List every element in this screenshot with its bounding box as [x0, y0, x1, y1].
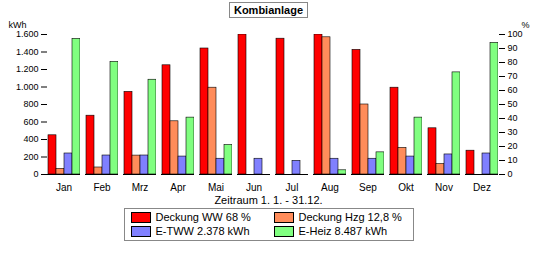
svg-text:Mrz: Mrz: [132, 182, 149, 193]
svg-text:%: %: [521, 20, 529, 30]
svg-text:60: 60: [508, 85, 518, 95]
svg-text:Okt: Okt: [398, 182, 414, 193]
svg-text:40: 40: [508, 113, 518, 123]
svg-text:0: 0: [33, 169, 38, 179]
svg-text:Mai: Mai: [208, 182, 224, 193]
svg-text:20: 20: [508, 141, 518, 151]
html-text:Zeitraum 1. 1. - 31.12.: Zeitraum 1. 1. - 31.12.: [214, 194, 323, 206]
svg-text:90: 90: [508, 43, 518, 53]
svg-text:1.000: 1.000: [16, 82, 39, 92]
html-text:E-Heiz 8.487 kWh: E-Heiz 8.487 kWh: [298, 225, 388, 237]
svg-text:Jun: Jun: [246, 182, 262, 193]
svg-text:Nov: Nov: [435, 182, 453, 193]
svg-text:Dez: Dez: [473, 182, 491, 193]
svg-text:kWh: kWh: [9, 20, 27, 30]
svg-text:1.200: 1.200: [16, 64, 39, 74]
svg-text:50: 50: [508, 99, 518, 109]
svg-text:200: 200: [23, 152, 38, 162]
svg-text:400: 400: [23, 134, 38, 144]
svg-text:0: 0: [508, 169, 513, 179]
svg-text:Aug: Aug: [321, 182, 339, 193]
html-text:E-TWW 2.378 kWh: E-TWW 2.378 kWh: [155, 225, 250, 237]
svg-text:70: 70: [508, 71, 518, 81]
svg-text:Jan: Jan: [56, 182, 72, 193]
svg-text:1.400: 1.400: [16, 47, 39, 57]
html-text:Kombianlage: Kombianlage: [234, 4, 303, 16]
svg-text:600: 600: [23, 117, 38, 127]
svg-text:Feb: Feb: [93, 182, 111, 193]
html-text:Deckung Hzg 12,8 %: Deckung Hzg 12,8 %: [298, 211, 402, 223]
svg-text:100: 100: [508, 29, 523, 39]
svg-text:10: 10: [508, 155, 518, 165]
svg-text:Jul: Jul: [286, 182, 299, 193]
svg-text:80: 80: [508, 57, 518, 67]
svg-text:Apr: Apr: [170, 182, 186, 193]
svg-text:30: 30: [508, 127, 518, 137]
svg-text:800: 800: [23, 99, 38, 109]
svg-text:1.600: 1.600: [16, 29, 39, 39]
svg-text:Sep: Sep: [359, 182, 377, 193]
html-text:Deckung WW 68 %: Deckung WW 68 %: [155, 211, 251, 223]
